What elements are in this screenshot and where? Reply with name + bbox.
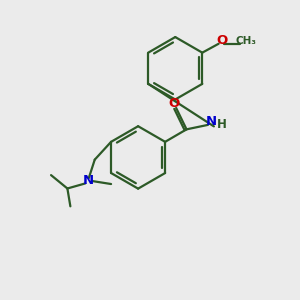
Text: O: O [168,97,179,110]
Text: N: N [205,115,217,128]
Text: O: O [216,34,227,47]
Text: H: H [216,118,226,131]
Text: CH₃: CH₃ [236,36,256,46]
Text: N: N [83,174,94,187]
